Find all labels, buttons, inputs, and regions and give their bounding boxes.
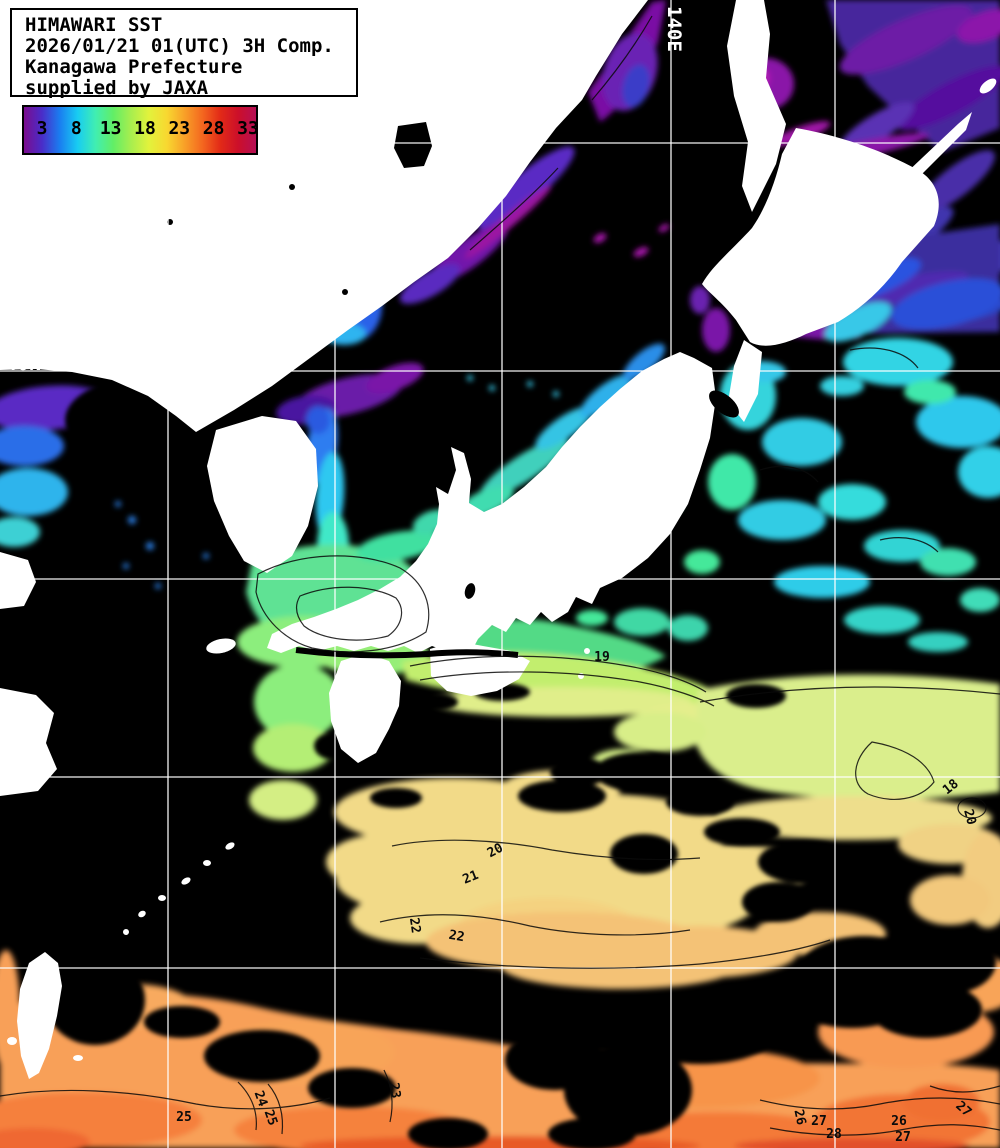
product-credit: supplied by JAXA	[25, 77, 209, 99]
contour-label: 27	[895, 1130, 911, 1145]
contour-label: 21	[461, 868, 481, 888]
colorbar-gradient	[24, 107, 256, 153]
seto-inland-sea	[295, 647, 519, 659]
colorbar-tick-labels: 3 8 13 18 23 28 33	[24, 107, 259, 153]
land-taiwan	[17, 952, 62, 1079]
product-datetime: 2026/01/21 01(UTC) 3H Comp.	[25, 35, 334, 57]
land-china-coast-1	[0, 552, 36, 609]
colorbar-tick: 13	[99, 118, 122, 139]
contour-label: 25	[176, 1110, 192, 1125]
inland-water	[167, 122, 739, 659]
longitude-label: 140E	[663, 6, 685, 52]
map-title-box: HIMAWARI SST 2026/01/21 01(UTC) 3H Comp.…	[10, 8, 358, 99]
product-region: Kanagawa Prefecture	[25, 56, 243, 78]
latitude-label: 40N	[5, 351, 41, 375]
lake-biwa	[464, 583, 476, 599]
land-hokkaido	[702, 128, 939, 346]
land-oshima-peninsula	[728, 340, 762, 422]
grid-label-layer: 140E 40N	[5, 6, 685, 375]
contour-label: 28	[826, 1127, 842, 1142]
land-sakhalin	[727, 0, 786, 212]
product-name: HIMAWARI SST	[25, 14, 163, 36]
land-jeju	[206, 638, 236, 654]
colorbar-tick: 18	[134, 118, 156, 139]
contour-label: 27	[811, 1114, 827, 1129]
tsugaru-strait	[709, 390, 739, 418]
contour-label: 25	[261, 1108, 280, 1128]
contour-label: 24	[251, 1089, 271, 1109]
contour-label: 20	[960, 808, 979, 827]
land-korea	[207, 416, 318, 573]
land-china-coast-2	[0, 688, 57, 796]
contour-label: 22	[448, 928, 466, 945]
colorbar-tick: 33	[237, 118, 259, 139]
land-honshu	[267, 352, 716, 668]
colorbar-tick: 28	[202, 118, 225, 139]
colorbar-tick: 3	[36, 118, 48, 139]
contour-label: 23	[386, 1082, 403, 1100]
contour-label: 26	[891, 1114, 907, 1129]
colorbar: 3 8 13 18 23 28 33	[22, 105, 259, 155]
lake-khanka	[394, 122, 432, 168]
contour-lines	[0, 15, 1000, 1136]
land-sado	[555, 460, 579, 480]
land-kyushu	[329, 653, 401, 763]
contour-label: 26	[790, 1108, 808, 1127]
contour-label: 19	[594, 650, 610, 665]
colorbar-tick: 8	[70, 118, 82, 139]
colorbar-tick: 23	[168, 118, 191, 139]
contour-label: 22	[406, 917, 423, 935]
contour-label: 20	[485, 841, 506, 862]
